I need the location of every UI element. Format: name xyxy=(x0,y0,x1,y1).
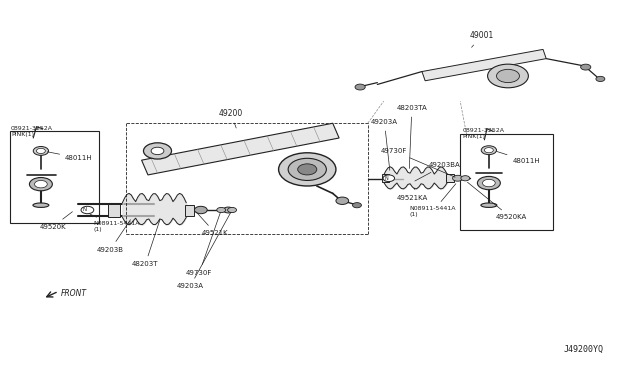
Circle shape xyxy=(353,203,362,208)
Bar xyxy=(10,131,99,223)
Circle shape xyxy=(483,179,495,187)
Circle shape xyxy=(81,206,94,214)
Text: 49520KA: 49520KA xyxy=(467,182,527,220)
Circle shape xyxy=(278,153,336,186)
Text: 49203A: 49203A xyxy=(177,212,231,289)
Polygon shape xyxy=(141,123,339,175)
Circle shape xyxy=(217,208,226,212)
Text: 49200: 49200 xyxy=(219,109,243,128)
Ellipse shape xyxy=(481,203,497,208)
Text: 48011H: 48011H xyxy=(47,152,93,161)
Circle shape xyxy=(580,64,591,70)
Circle shape xyxy=(452,175,463,181)
Circle shape xyxy=(35,180,47,188)
Circle shape xyxy=(228,208,237,212)
Circle shape xyxy=(298,164,317,175)
Circle shape xyxy=(223,207,234,213)
Text: 08921-3252A
PINK(1): 08921-3252A PINK(1) xyxy=(463,128,505,139)
Circle shape xyxy=(488,64,529,88)
Text: 49203A: 49203A xyxy=(371,119,398,170)
Text: 49730F: 49730F xyxy=(186,213,220,276)
Circle shape xyxy=(288,158,326,180)
Circle shape xyxy=(33,147,49,155)
Circle shape xyxy=(497,69,520,83)
Bar xyxy=(460,134,552,230)
Bar xyxy=(446,174,454,182)
Circle shape xyxy=(481,146,497,155)
Circle shape xyxy=(36,148,45,154)
Text: J49200YQ: J49200YQ xyxy=(564,345,604,354)
Polygon shape xyxy=(422,49,546,81)
Text: N: N xyxy=(385,176,388,181)
Ellipse shape xyxy=(33,203,49,208)
Text: 49521KA: 49521KA xyxy=(396,188,428,201)
Circle shape xyxy=(355,84,365,90)
Text: 49203BA: 49203BA xyxy=(415,162,460,181)
Text: 49730F: 49730F xyxy=(381,148,455,177)
Text: 49203B: 49203B xyxy=(97,220,131,253)
Circle shape xyxy=(195,206,207,214)
Circle shape xyxy=(151,147,164,155)
Text: 49521K: 49521K xyxy=(196,212,228,236)
Text: N: N xyxy=(82,208,86,212)
Text: 48203TA: 48203TA xyxy=(396,106,428,169)
Circle shape xyxy=(477,176,500,190)
Circle shape xyxy=(336,197,349,205)
Text: 49520K: 49520K xyxy=(40,212,72,230)
Circle shape xyxy=(484,148,493,153)
Text: 48203T: 48203T xyxy=(132,220,160,267)
Circle shape xyxy=(29,177,52,191)
Circle shape xyxy=(461,176,470,181)
Text: N08911-5441A
(1): N08911-5441A (1) xyxy=(90,214,140,232)
Bar xyxy=(382,174,390,182)
Circle shape xyxy=(596,76,605,81)
Circle shape xyxy=(143,143,172,159)
Bar xyxy=(185,205,195,216)
Bar xyxy=(108,205,120,217)
Text: 49001: 49001 xyxy=(470,31,494,47)
Circle shape xyxy=(383,175,394,182)
Text: 08921-3252A
PINK(1): 08921-3252A PINK(1) xyxy=(11,126,53,137)
Text: 48011H: 48011H xyxy=(497,151,540,164)
Text: N08911-5441A
(1): N08911-5441A (1) xyxy=(409,184,456,217)
Text: FRONT: FRONT xyxy=(61,289,86,298)
